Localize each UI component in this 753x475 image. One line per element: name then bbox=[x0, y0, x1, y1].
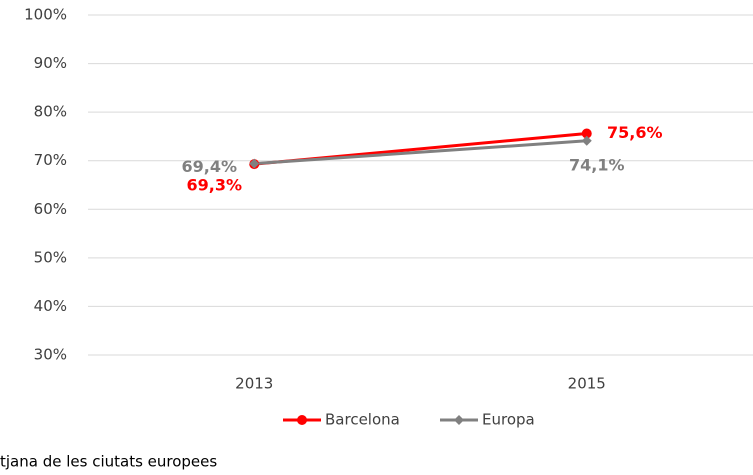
data-label: 69,3% bbox=[186, 176, 242, 195]
footnote: tjana de les ciutats europees bbox=[0, 453, 217, 471]
data-label: 75,6% bbox=[607, 123, 663, 142]
y-tick-label: 60% bbox=[34, 200, 67, 218]
legend-marker bbox=[454, 415, 464, 425]
point bbox=[249, 158, 260, 169]
y-tick-label: 40% bbox=[34, 297, 67, 315]
y-tick-label: 100% bbox=[24, 6, 67, 24]
y-tick-label: 80% bbox=[34, 103, 67, 121]
data-label: 74,1% bbox=[569, 155, 625, 174]
legend-label: Barcelona bbox=[325, 411, 400, 429]
x-tick-label: 2013 bbox=[235, 375, 273, 393]
legend-label: Europa bbox=[482, 411, 535, 429]
y-tick-label: 70% bbox=[34, 151, 67, 169]
point bbox=[581, 128, 592, 139]
y-tick-label: 90% bbox=[34, 54, 67, 72]
y-tick-label: 30% bbox=[34, 346, 67, 364]
legend-marker bbox=[297, 415, 307, 425]
point bbox=[581, 135, 592, 146]
data-label: 69,4% bbox=[181, 157, 237, 176]
series-line bbox=[254, 139, 587, 166]
x-tick-label: 2015 bbox=[568, 375, 606, 393]
y-tick-label: 50% bbox=[34, 248, 67, 266]
